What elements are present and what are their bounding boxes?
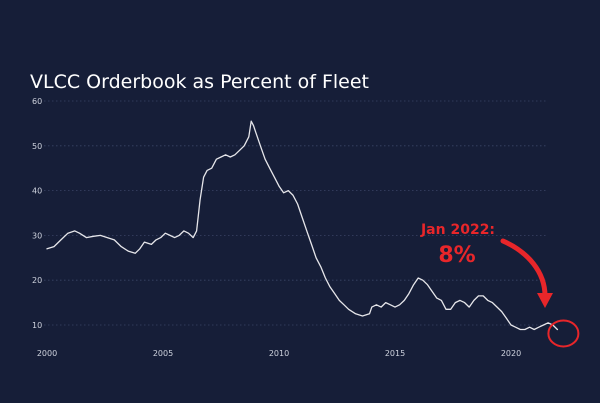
x-tick-label: 2000 — [37, 349, 57, 358]
y-tick-label: 50 — [32, 142, 42, 151]
y-tick-label: 30 — [32, 231, 42, 240]
y-tick-label: 20 — [32, 276, 42, 285]
annotation-value: 8% — [438, 243, 475, 268]
y-axis-tick-labels: 10 20 30 40 50 60 — [32, 97, 42, 330]
x-axis-tick-labels: 2000 2005 2010 2015 2020 — [37, 349, 521, 358]
annotation-label: Jan 2022: — [420, 222, 495, 238]
y-tick-label: 60 — [32, 97, 42, 106]
annotation-circle — [547, 319, 580, 348]
y-tick-label: 40 — [32, 187, 42, 196]
x-tick-label: 2020 — [501, 349, 521, 358]
y-tick-label: 10 — [32, 321, 42, 330]
x-tick-label: 2010 — [269, 349, 289, 358]
x-tick-label: 2005 — [153, 349, 173, 358]
annotation-arrow — [500, 238, 548, 299]
annotation: Jan 2022: 8% — [420, 222, 580, 348]
gridlines — [44, 100, 548, 326]
annotation-arrowhead — [537, 293, 553, 308]
chart-title: VLCC Orderbook as Percent of Fleet — [30, 71, 369, 93]
x-tick-label: 2015 — [385, 349, 405, 358]
series-line — [46, 120, 559, 331]
